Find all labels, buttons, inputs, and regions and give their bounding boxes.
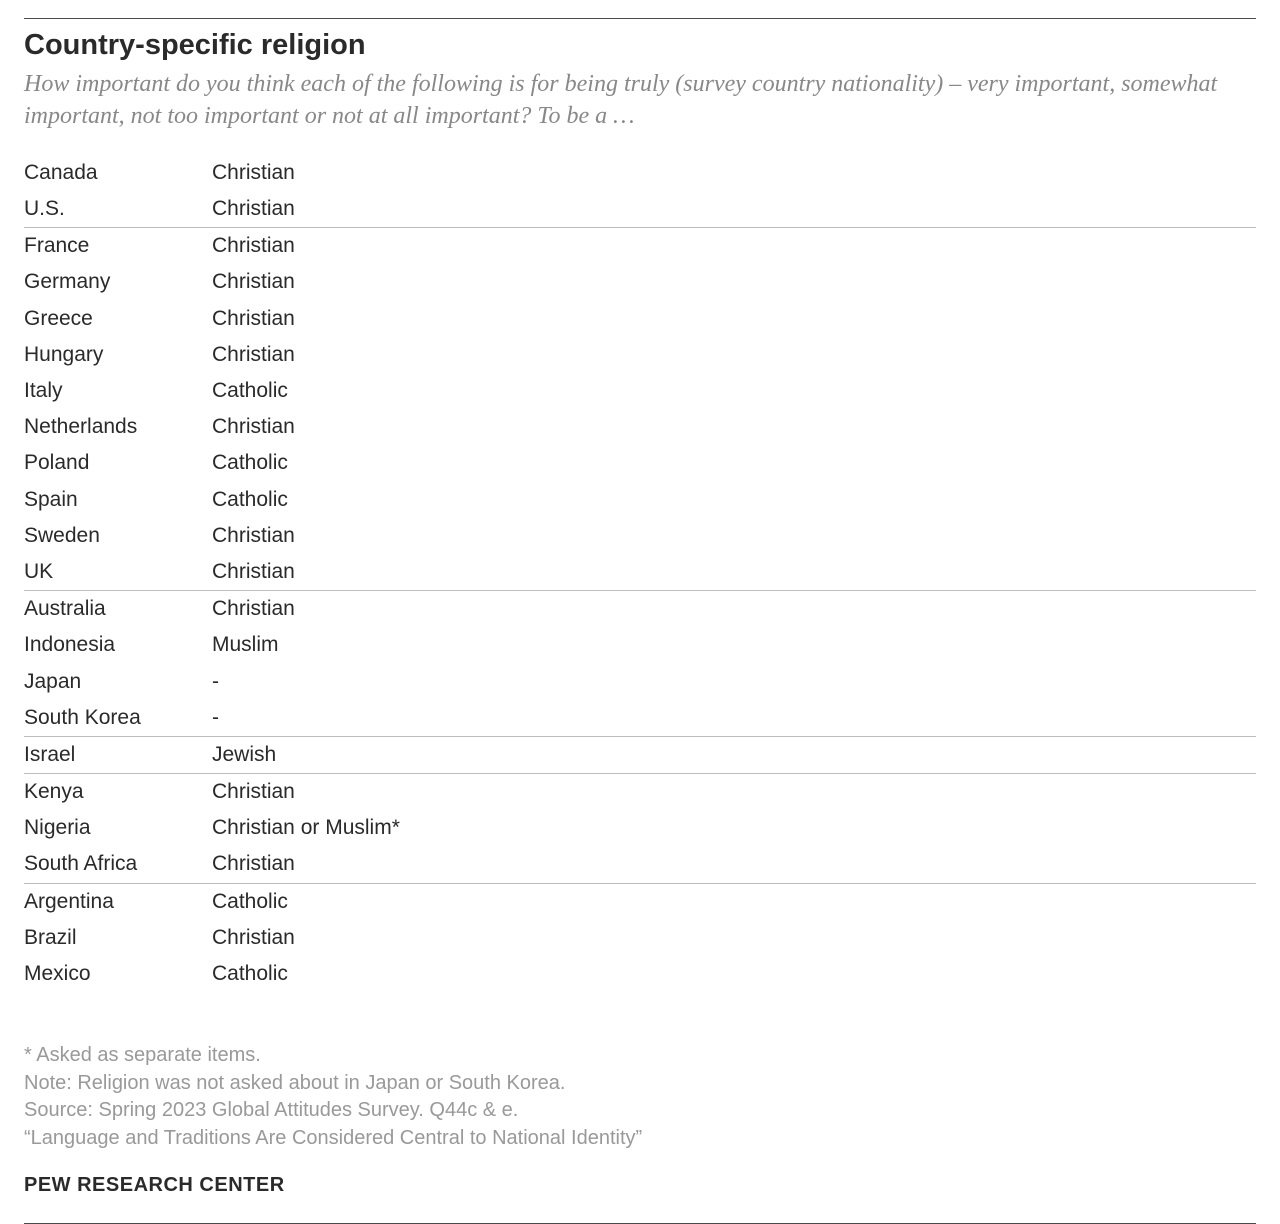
country-cell: France — [24, 234, 212, 258]
religion-cell: Christian — [212, 197, 1256, 221]
country-cell: Sweden — [24, 524, 212, 548]
table-group: ArgentinaCatholicBrazilChristianMexicoCa… — [24, 883, 1256, 993]
table-row: South AfricaChristian — [24, 846, 1256, 882]
country-cell: Argentina — [24, 890, 212, 914]
footnote-line: “Language and Traditions Are Considered … — [24, 1125, 1256, 1153]
table-row: ItalyCatholic — [24, 373, 1256, 409]
religion-cell: Christian — [212, 307, 1256, 331]
religion-cell: Catholic — [212, 379, 1256, 403]
table-row: GreeceChristian — [24, 301, 1256, 337]
footnotes-block: * Asked as separate items.Note: Religion… — [24, 1042, 1256, 1152]
question-subtitle: How important do you think each of the f… — [24, 68, 1256, 133]
country-cell: Nigeria — [24, 816, 212, 840]
table-row: U.S.Christian — [24, 191, 1256, 227]
table-row: SwedenChristian — [24, 518, 1256, 554]
religion-cell: - — [212, 706, 1256, 730]
footnote-line: * Asked as separate items. — [24, 1042, 1256, 1070]
footnote-line: Note: Religion was not asked about in Ja… — [24, 1070, 1256, 1098]
religion-cell: Christian — [212, 560, 1256, 584]
table-row: CanadaChristian — [24, 155, 1256, 191]
table-row: NetherlandsChristian — [24, 409, 1256, 445]
table-group: AustraliaChristianIndonesiaMuslimJapan-S… — [24, 590, 1256, 736]
religion-cell: Muslim — [212, 633, 1256, 657]
religion-cell: Christian — [212, 161, 1256, 185]
religion-cell: Christian — [212, 524, 1256, 548]
country-cell: U.S. — [24, 197, 212, 221]
table-row: BrazilChristian — [24, 920, 1256, 956]
religion-cell: Catholic — [212, 488, 1256, 512]
religion-table: CanadaChristianU.S.ChristianFranceChrist… — [24, 155, 1256, 992]
religion-cell: Christian — [212, 780, 1256, 804]
page-title: Country-specific religion — [24, 29, 1256, 62]
table-group: FranceChristianGermanyChristianGreeceChr… — [24, 227, 1256, 590]
religion-cell: Christian — [212, 852, 1256, 876]
table-row: South Korea- — [24, 700, 1256, 736]
table-row: MexicoCatholic — [24, 956, 1256, 992]
country-cell: Netherlands — [24, 415, 212, 439]
table-row: IsraelJewish — [24, 737, 1256, 773]
country-cell: UK — [24, 560, 212, 584]
religion-cell: - — [212, 670, 1256, 694]
religion-cell: Catholic — [212, 451, 1256, 475]
religion-cell: Jewish — [212, 743, 1256, 767]
attribution: PEW RESEARCH CENTER — [24, 1174, 1256, 1197]
country-cell: Spain — [24, 488, 212, 512]
table-row: AustraliaChristian — [24, 591, 1256, 627]
country-cell: South Korea — [24, 706, 212, 730]
country-cell: South Africa — [24, 852, 212, 876]
religion-cell: Catholic — [212, 962, 1256, 986]
footnote-line: Source: Spring 2023 Global Attitudes Sur… — [24, 1097, 1256, 1125]
table-row: IndonesiaMuslim — [24, 627, 1256, 663]
religion-cell: Christian or Muslim* — [212, 816, 1256, 840]
table-row: HungaryChristian — [24, 337, 1256, 373]
country-cell: Italy — [24, 379, 212, 403]
table-row: SpainCatholic — [24, 481, 1256, 517]
religion-cell: Christian — [212, 343, 1256, 367]
religion-cell: Christian — [212, 926, 1256, 950]
table-row: KenyaChristian — [24, 774, 1256, 810]
country-cell: Canada — [24, 161, 212, 185]
table-group: IsraelJewish — [24, 736, 1256, 773]
religion-cell: Christian — [212, 597, 1256, 621]
top-rule — [24, 18, 1256, 19]
religion-cell: Catholic — [212, 890, 1256, 914]
table-row: Japan- — [24, 663, 1256, 699]
table-row: NigeriaChristian or Muslim* — [24, 810, 1256, 846]
country-cell: Hungary — [24, 343, 212, 367]
table-row: UKChristian — [24, 554, 1256, 590]
table-row: FranceChristian — [24, 228, 1256, 264]
country-cell: Greece — [24, 307, 212, 331]
country-cell: Brazil — [24, 926, 212, 950]
country-cell: Australia — [24, 597, 212, 621]
country-cell: Germany — [24, 270, 212, 294]
table-row: ArgentinaCatholic — [24, 884, 1256, 920]
table-row: PolandCatholic — [24, 445, 1256, 481]
country-cell: Japan — [24, 670, 212, 694]
table-group: CanadaChristianU.S.Christian — [24, 155, 1256, 227]
country-cell: Mexico — [24, 962, 212, 986]
country-cell: Israel — [24, 743, 212, 767]
religion-cell: Christian — [212, 234, 1256, 258]
table-group: KenyaChristianNigeriaChristian or Muslim… — [24, 773, 1256, 883]
religion-cell: Christian — [212, 270, 1256, 294]
country-cell: Indonesia — [24, 633, 212, 657]
religion-cell: Christian — [212, 415, 1256, 439]
country-cell: Kenya — [24, 780, 212, 804]
country-cell: Poland — [24, 451, 212, 475]
table-row: GermanyChristian — [24, 264, 1256, 300]
